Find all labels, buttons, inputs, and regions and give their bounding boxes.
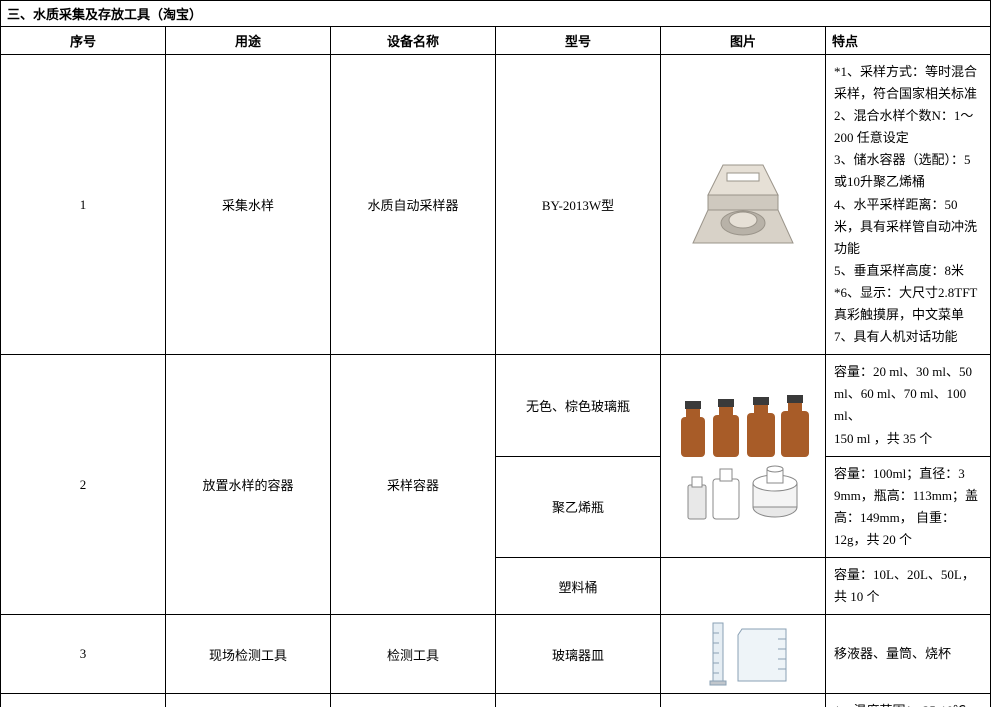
cell-feat: 容量：10L、20L、50L，共 10 个 <box>826 557 991 614</box>
th-use: 用途 <box>166 27 331 55</box>
cell-feat: *1、采样方式：等时混合采样，符合国家相关标准2、混合水样个数N：1～200 任… <box>826 55 991 355</box>
cell-seq: 2 <box>1 355 166 615</box>
cell-seq: 4 <box>1 694 166 707</box>
table-row: 2 放置水样的容器 采样容器 无色、棕色玻璃瓶 <box>1 355 991 456</box>
cell-img <box>661 615 826 694</box>
cell-feat: 移液器、量筒、烧杯 <box>826 615 991 694</box>
cell-img <box>661 557 826 614</box>
table-row: 3 现场检测工具 检测工具 玻璃器皿 <box>1 615 991 694</box>
cell-seq: 3 <box>1 615 166 694</box>
cell-name: 采样容器 <box>331 355 496 615</box>
glassware-icon <box>683 619 803 689</box>
cell-feat: 1、温度范围：-25-10℃2、电压：DC12-24V3、容量：30L <box>826 694 991 707</box>
cell-use: 采集水样 <box>166 55 331 355</box>
cell-img <box>661 55 826 355</box>
cell-seq: 1 <box>1 55 166 355</box>
cell-use: 现场检测工具 <box>166 615 331 694</box>
cell-img <box>661 355 826 558</box>
cell-feat: 容量：100ml；直径：3 9mm，瓶高：113mm；盖高：149mm， 自重：… <box>826 456 991 557</box>
plastic-bottles-icon <box>673 461 813 521</box>
cell-use: 放置已采集了水样并 <box>166 694 331 707</box>
sampler-device-icon <box>683 155 803 255</box>
cell-img <box>661 694 826 707</box>
th-name: 设备名称 <box>331 27 496 55</box>
cell-name: 检测工具 <box>331 615 496 694</box>
cell-model: 无色、棕色玻璃瓶 <box>496 355 661 456</box>
th-feat: 特点 <box>826 27 991 55</box>
th-img: 图片 <box>661 27 826 55</box>
cell-feat: 容量：20 ml、30 ml、50 ml、60 ml、70 ml、100 ml、… <box>826 355 991 456</box>
cell-model: FYL-YS-30L <box>496 694 661 707</box>
table-row: 1 采集水样 水质自动采样器 BY-2013W型 *1、采样方式：等时混合采样，… <box>1 55 991 355</box>
equipment-table: 三、水质采集及存放工具（淘宝） 序号 用途 设备名称 型号 图片 特点 1 采集… <box>0 0 991 707</box>
glass-bottles-icon <box>673 391 813 461</box>
cell-name: 水质自动采样器 <box>331 55 496 355</box>
cell-model: 聚乙烯瓶 <box>496 456 661 557</box>
cell-model: BY-2013W型 <box>496 55 661 355</box>
th-model: 型号 <box>496 27 661 55</box>
cell-model: 玻璃器皿 <box>496 615 661 694</box>
th-seq: 序号 <box>1 27 166 55</box>
table-row: 4 放置已采集了水样并 水样冷藏箱 FYL-YS-30L 1、温度范围：-25-… <box>1 694 991 707</box>
cell-name: 水样冷藏箱 <box>331 694 496 707</box>
cell-model: 塑料桶 <box>496 557 661 614</box>
section-title: 三、水质采集及存放工具（淘宝） <box>1 1 991 27</box>
cell-use: 放置水样的容器 <box>166 355 331 615</box>
